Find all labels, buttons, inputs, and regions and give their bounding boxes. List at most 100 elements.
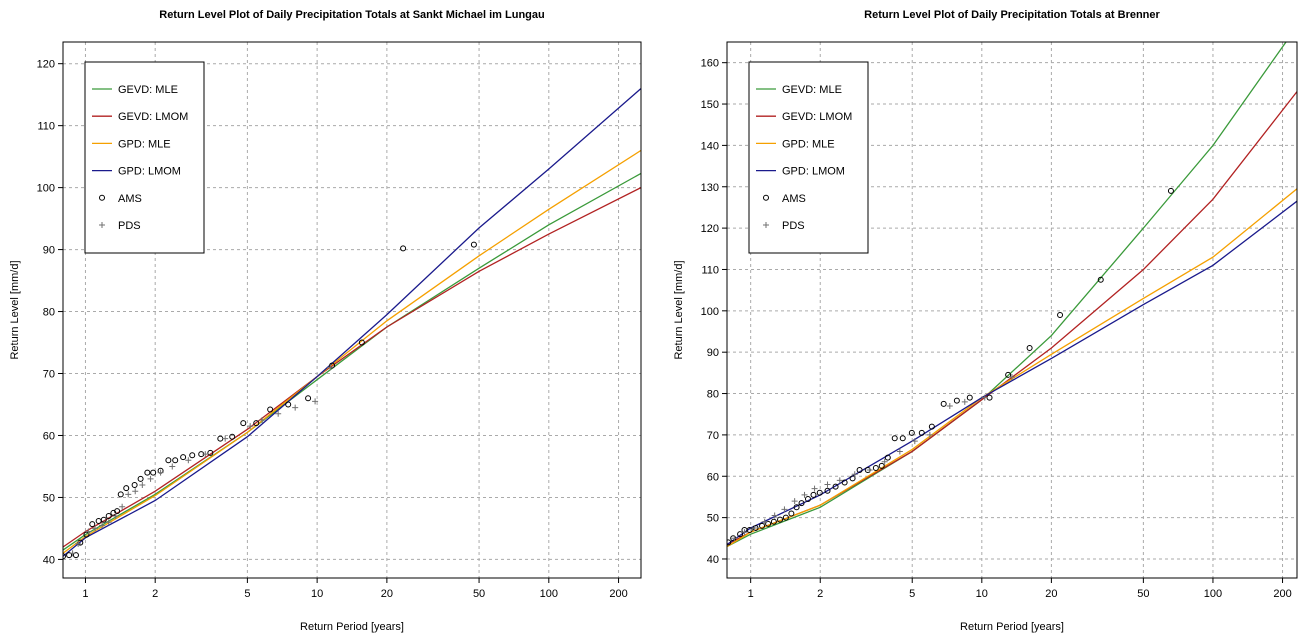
y-tick-label: 40 (707, 554, 719, 566)
x-axis-label: Return Period [years] (960, 621, 1064, 633)
point (185, 457, 192, 464)
point (72, 552, 79, 559)
point (92, 525, 99, 532)
y-tick-label: 120 (701, 223, 719, 235)
point (165, 457, 172, 464)
point (816, 489, 823, 496)
point (285, 401, 292, 408)
y-tick-label: 70 (43, 369, 55, 381)
x-tick-label: 50 (473, 588, 485, 600)
point (811, 485, 818, 492)
point (1057, 311, 1064, 318)
legend-label: PDS (782, 220, 805, 232)
legend-label: GPD: LMOM (782, 166, 845, 178)
point (866, 467, 873, 474)
point (69, 550, 76, 557)
point (123, 485, 130, 492)
y-tick-label: 50 (707, 513, 719, 525)
point (99, 522, 106, 529)
point (400, 245, 407, 252)
x-tick-label: 2 (817, 588, 823, 600)
legend-swatch (99, 222, 105, 228)
point (884, 454, 891, 461)
point (137, 475, 144, 482)
panel: Return Level Plot of Daily Precipitation… (673, 9, 1298, 633)
point (202, 451, 209, 458)
point (872, 464, 879, 471)
point (1026, 345, 1033, 352)
point (95, 517, 102, 524)
y-axis-label: Return Level [mm/d] (9, 260, 21, 359)
point (66, 552, 73, 559)
point (849, 475, 856, 482)
point (928, 423, 935, 430)
point (327, 364, 334, 371)
x-tick-label: 10 (311, 588, 323, 600)
point (358, 339, 365, 346)
point (878, 462, 885, 469)
point (105, 513, 112, 520)
point (114, 508, 121, 515)
x-tick-label: 2 (152, 588, 158, 600)
point (891, 435, 898, 442)
point (836, 477, 843, 484)
point (1167, 187, 1174, 194)
point (881, 458, 888, 465)
point (259, 416, 266, 423)
legend-label: AMS (118, 193, 142, 205)
point (217, 435, 224, 442)
y-tick-label: 100 (701, 306, 719, 318)
x-tick-label: 1 (748, 588, 754, 600)
point (737, 531, 744, 538)
point (470, 241, 477, 248)
point (777, 516, 784, 523)
point (791, 498, 798, 505)
point (1097, 276, 1104, 283)
y-tick-label: 40 (43, 554, 55, 566)
point (761, 518, 768, 525)
plot-area (63, 88, 641, 560)
y-axis-label: Return Level [mm/d] (673, 260, 685, 359)
x-tick-label: 5 (909, 588, 915, 600)
y-tick-label: 90 (43, 245, 55, 257)
point (157, 469, 164, 476)
x-tick-label: 50 (1137, 588, 1149, 600)
point (746, 527, 753, 534)
point (63, 553, 66, 560)
legend-label: AMS (782, 193, 806, 205)
y-tick-label: 130 (701, 182, 719, 194)
point (911, 438, 918, 445)
point (727, 539, 732, 546)
point (741, 529, 748, 536)
point (119, 503, 126, 510)
point (731, 535, 738, 542)
point (946, 402, 953, 409)
point (824, 481, 831, 488)
point (841, 479, 848, 486)
point (981, 394, 988, 401)
point (751, 524, 758, 531)
legend-label: GPD: LMOM (118, 166, 181, 178)
point (83, 531, 90, 538)
x-tick-label: 5 (244, 588, 250, 600)
point (856, 467, 863, 474)
y-tick-label: 100 (37, 183, 55, 195)
legend-label: GEVD: LMOM (118, 111, 188, 123)
point (953, 397, 960, 404)
y-tick-label: 50 (43, 492, 55, 504)
point (132, 488, 139, 495)
point (986, 394, 993, 401)
point (180, 454, 187, 461)
point (788, 510, 795, 517)
point (1005, 371, 1012, 378)
legend-label: GEVD: MLE (118, 84, 178, 96)
y-tick-label: 110 (37, 121, 55, 133)
point (926, 431, 933, 438)
legend-box (84, 61, 205, 254)
point (189, 452, 196, 459)
point (100, 516, 107, 523)
point (105, 519, 112, 526)
plot-area (727, 42, 1297, 548)
point (801, 491, 808, 498)
